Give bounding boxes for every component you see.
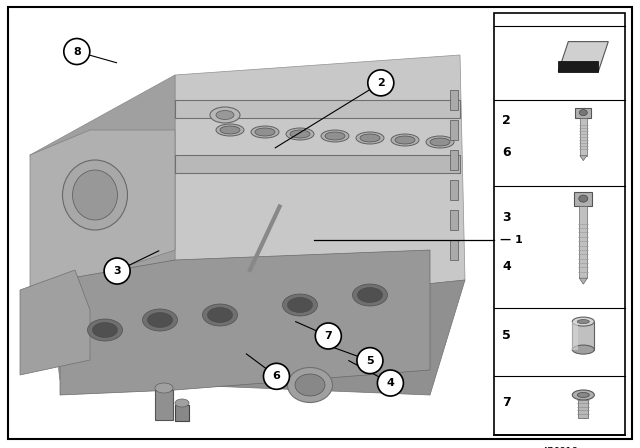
Ellipse shape (143, 309, 177, 331)
Ellipse shape (395, 136, 415, 144)
Bar (494, 13, 625, 435)
Bar (450, 240, 458, 260)
Ellipse shape (360, 134, 380, 142)
Text: — 1: — 1 (500, 235, 523, 245)
Text: 6: 6 (273, 371, 280, 381)
Text: 6: 6 (502, 146, 511, 159)
Bar (175, 100, 460, 118)
Ellipse shape (216, 124, 244, 136)
Ellipse shape (202, 304, 237, 326)
Ellipse shape (325, 132, 345, 140)
Ellipse shape (577, 392, 589, 397)
Bar (572, 322, 578, 349)
Polygon shape (558, 61, 598, 72)
Ellipse shape (579, 110, 588, 116)
Text: 4: 4 (502, 260, 511, 273)
Circle shape (104, 258, 130, 284)
Polygon shape (175, 55, 465, 310)
Ellipse shape (210, 107, 240, 123)
Polygon shape (30, 75, 175, 380)
Polygon shape (580, 155, 587, 161)
Bar (572, 322, 595, 349)
Text: 8: 8 (73, 47, 81, 56)
Bar (450, 120, 458, 140)
Text: 3: 3 (502, 211, 511, 224)
Bar (450, 180, 458, 200)
Ellipse shape (63, 160, 127, 230)
Bar (175, 155, 460, 173)
Circle shape (316, 323, 341, 349)
Polygon shape (60, 280, 465, 395)
Ellipse shape (358, 288, 383, 302)
Text: 4: 4 (387, 378, 394, 388)
Polygon shape (579, 278, 588, 284)
Ellipse shape (577, 319, 589, 323)
Ellipse shape (155, 383, 173, 393)
Text: 3: 3 (113, 266, 121, 276)
Ellipse shape (72, 170, 118, 220)
Text: 2: 2 (502, 114, 511, 127)
Polygon shape (20, 270, 90, 375)
Bar (175, 405, 189, 421)
Text: 476818: 476818 (541, 447, 578, 448)
Bar (579, 206, 588, 278)
Bar (579, 400, 588, 418)
Bar (450, 150, 458, 170)
Ellipse shape (290, 130, 310, 138)
Ellipse shape (572, 390, 595, 400)
Ellipse shape (88, 319, 122, 341)
Ellipse shape (430, 138, 450, 146)
Bar (450, 210, 458, 230)
Ellipse shape (391, 134, 419, 146)
Ellipse shape (295, 374, 325, 396)
Text: 7: 7 (502, 396, 511, 409)
Ellipse shape (147, 313, 173, 327)
Ellipse shape (175, 399, 189, 407)
Bar (574, 192, 592, 206)
Ellipse shape (216, 111, 234, 120)
Bar (155, 390, 173, 420)
Text: 7: 7 (324, 331, 332, 341)
Text: 5: 5 (366, 356, 374, 366)
Ellipse shape (286, 128, 314, 140)
Ellipse shape (282, 294, 317, 316)
Ellipse shape (255, 128, 275, 136)
Ellipse shape (353, 284, 387, 306)
Circle shape (357, 348, 383, 374)
Bar (580, 118, 587, 155)
Text: 5: 5 (502, 329, 511, 342)
Ellipse shape (287, 297, 312, 313)
Text: 2: 2 (377, 78, 385, 88)
Ellipse shape (321, 130, 349, 142)
Ellipse shape (251, 126, 279, 138)
Ellipse shape (287, 367, 333, 402)
Ellipse shape (579, 195, 588, 202)
Ellipse shape (572, 345, 595, 354)
Ellipse shape (220, 126, 240, 134)
Bar (575, 108, 591, 118)
Ellipse shape (93, 323, 118, 337)
Ellipse shape (572, 317, 595, 326)
Circle shape (368, 70, 394, 96)
Circle shape (264, 363, 289, 389)
Ellipse shape (426, 136, 454, 148)
Bar (450, 90, 458, 110)
Polygon shape (30, 130, 175, 310)
Ellipse shape (207, 307, 232, 323)
Ellipse shape (356, 132, 384, 144)
Polygon shape (558, 42, 608, 72)
Polygon shape (60, 250, 430, 395)
Circle shape (378, 370, 403, 396)
Circle shape (64, 39, 90, 65)
